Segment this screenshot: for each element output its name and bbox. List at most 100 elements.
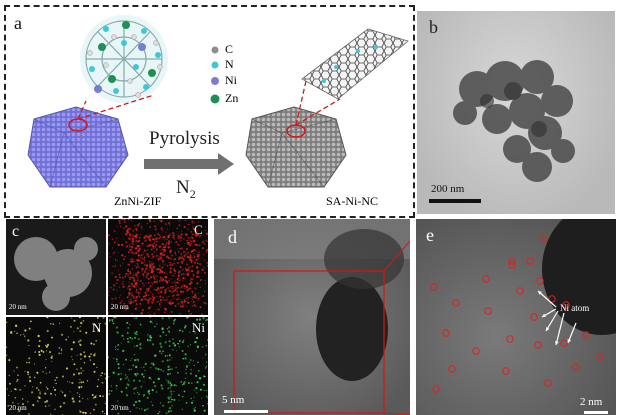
eds-dot [168, 330, 169, 331]
panel-c-map-c: C 20 nm [108, 219, 208, 315]
eds-dot [73, 331, 74, 332]
eds-dot [141, 268, 142, 269]
eds-dot [50, 414, 51, 415]
map-n-scale: 20 nm [9, 404, 27, 412]
eds-dot [202, 357, 203, 358]
eds-dot [182, 358, 184, 360]
eds-dot [149, 300, 150, 301]
eds-dot [14, 388, 16, 390]
eds-dot [108, 295, 109, 296]
eds-dot [184, 243, 185, 244]
eds-dot [167, 255, 169, 257]
eds-dot [125, 374, 127, 376]
eds-dot [102, 382, 104, 384]
eds-dot [192, 305, 194, 307]
eds-dot [81, 386, 83, 388]
eds-dot [200, 279, 202, 281]
eds-dot [172, 349, 173, 350]
eds-dot [124, 221, 126, 223]
eds-dot [207, 339, 208, 340]
eds-dot [71, 348, 73, 350]
eds-dot [121, 373, 122, 374]
eds-dot [157, 413, 159, 415]
eds-dot [165, 355, 167, 357]
eds-dot [150, 234, 151, 235]
eds-dot [177, 279, 179, 281]
panel-e-scale-bar-label: 2 nm [580, 396, 602, 408]
eds-dot [181, 231, 182, 232]
eds-dot [144, 298, 146, 300]
eds-dot [138, 394, 140, 396]
eds-dot [200, 306, 202, 308]
eds-dot [89, 356, 91, 358]
eds-dot [29, 328, 31, 330]
eds-dot [133, 297, 135, 299]
eds-dot [185, 373, 186, 374]
eds-dot [136, 359, 138, 361]
eds-dot [144, 240, 146, 242]
eds-dot [143, 252, 144, 253]
eds-dot [116, 385, 118, 387]
eds-dot [114, 242, 116, 244]
eds-dot [196, 350, 197, 351]
eds-dot [145, 270, 146, 271]
eds-dot [168, 369, 170, 371]
eds-dot [174, 298, 175, 299]
map-ni-label: Ni [192, 320, 205, 336]
eds-dot [34, 377, 35, 378]
eds-dot [128, 251, 130, 253]
atmosphere-label: N2 [176, 177, 196, 202]
eds-dot [113, 253, 114, 254]
eds-dot [111, 298, 112, 299]
eds-dot [204, 390, 205, 391]
eds-dot [32, 386, 33, 387]
panel-c-haadf-scale: 20 nm [9, 303, 27, 311]
eds-dot [146, 253, 148, 255]
eds-dot [166, 300, 168, 302]
eds-dot [170, 390, 172, 392]
eds-dot [129, 288, 131, 290]
eds-dot [38, 345, 40, 347]
eds-dot [148, 236, 150, 238]
eds-dot [172, 286, 173, 287]
eds-dot [169, 264, 171, 266]
eds-dot [161, 292, 162, 293]
eds-dot [79, 396, 80, 397]
eds-dot [195, 306, 196, 307]
eds-dot [184, 299, 185, 300]
eds-dot [162, 405, 164, 407]
eds-dot [183, 381, 185, 383]
eds-dot [204, 241, 205, 242]
eds-dot [124, 256, 126, 258]
eds-dot [180, 266, 182, 268]
eds-dot [186, 286, 188, 288]
eds-dot [7, 388, 8, 389]
eds-dot [170, 410, 172, 412]
eds-dot [202, 241, 204, 243]
eds-dot [14, 331, 15, 332]
eds-dot [127, 270, 129, 272]
eds-dot [181, 279, 182, 280]
eds-dot [182, 350, 184, 352]
eds-dot [175, 265, 176, 266]
eds-dot [109, 319, 111, 321]
eds-dot [79, 343, 81, 345]
eds-dot [135, 228, 137, 230]
eds-dot [153, 244, 154, 245]
eds-dot [151, 262, 153, 264]
eds-dot [69, 382, 70, 383]
eds-dot [169, 281, 170, 282]
eds-dot [80, 322, 82, 324]
eds-dot [182, 330, 184, 332]
eds-dot [184, 353, 186, 355]
eds-dot [190, 313, 192, 315]
eds-dot [16, 366, 18, 368]
eds-dot [114, 230, 116, 232]
eds-dot [189, 362, 190, 363]
eds-dot [191, 262, 193, 264]
eds-dot [131, 258, 133, 260]
eds-dot [203, 254, 204, 255]
eds-dot [142, 258, 143, 259]
eds-dot [127, 341, 129, 343]
eds-dot [131, 292, 133, 294]
